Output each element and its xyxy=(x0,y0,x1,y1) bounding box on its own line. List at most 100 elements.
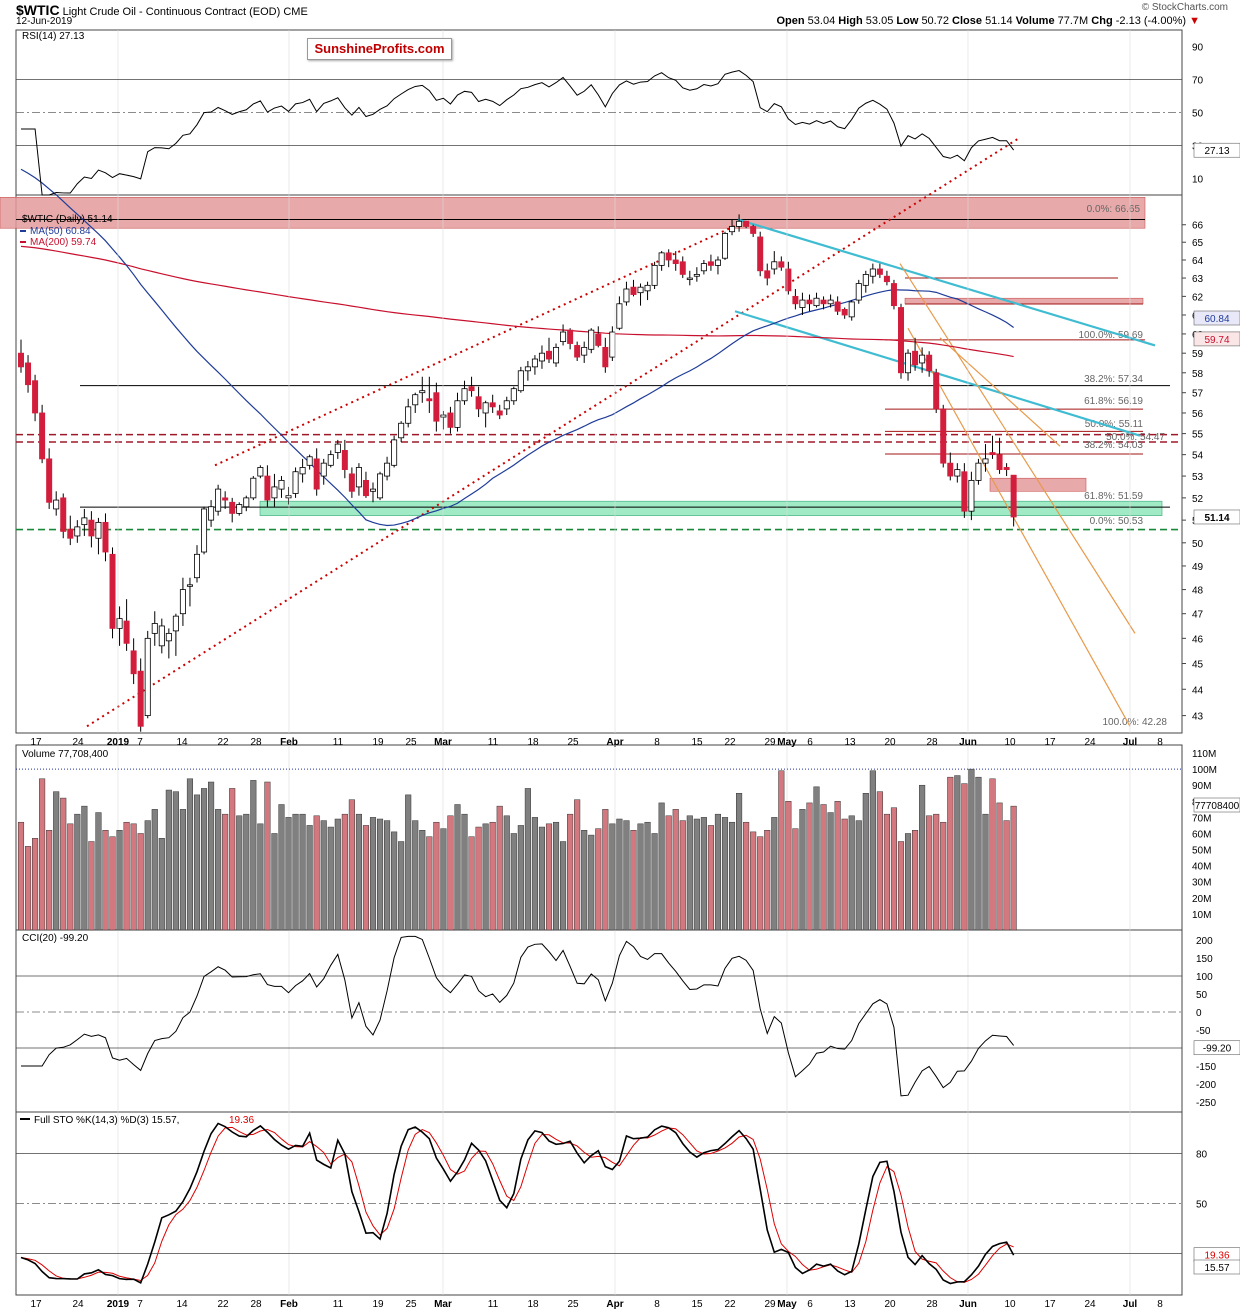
volume-bar xyxy=(855,820,862,931)
volume-bar xyxy=(137,833,144,931)
volume-bar xyxy=(313,815,320,931)
volume-bar xyxy=(475,826,482,931)
candle-up xyxy=(271,486,278,499)
candle-up xyxy=(95,521,102,539)
chart-header: $WTIC Light Crude Oil - Continuous Contr… xyxy=(0,0,1240,28)
candle-down xyxy=(574,345,581,358)
volume-tick-label: 50M xyxy=(1192,846,1211,857)
bottom-x-label: 25 xyxy=(567,1299,579,1310)
cci-legend-label: CCI(20) -99.20 xyxy=(22,933,89,944)
volume-bar xyxy=(517,825,524,931)
candle-down xyxy=(926,354,933,372)
candle-up xyxy=(74,526,81,537)
rising-trendline xyxy=(86,136,1021,728)
candle-up xyxy=(215,488,222,512)
candle-up xyxy=(81,517,88,526)
bottom-x-label: 6 xyxy=(807,1299,813,1310)
cci-tick-label: 200 xyxy=(1196,936,1213,947)
price-x-label: 25 xyxy=(405,737,417,748)
volume-legend-label: Volume 77,708,400 xyxy=(22,749,109,760)
candle-up xyxy=(623,288,630,303)
bottom-x-label: 19 xyxy=(372,1299,384,1310)
volume-bar xyxy=(419,830,426,931)
volume-bar xyxy=(412,820,419,931)
volume-bar xyxy=(552,821,560,931)
volume-bar xyxy=(334,818,341,931)
bottom-x-label: Jul xyxy=(1123,1299,1138,1310)
volume-bar xyxy=(588,834,595,931)
volume-tick-label: 110M xyxy=(1192,749,1216,760)
candle-down xyxy=(489,402,496,408)
volume-bar xyxy=(524,788,531,931)
volume-bar xyxy=(46,830,53,931)
candle-down xyxy=(546,350,553,360)
ma50-line xyxy=(20,168,1014,527)
candle-down xyxy=(341,450,348,470)
rsi-tick-label: 10 xyxy=(1192,175,1204,186)
price-x-label: 22 xyxy=(217,737,229,748)
candle-up xyxy=(461,388,468,402)
price-tick-label: 58 xyxy=(1192,369,1204,380)
candle-up xyxy=(848,301,855,318)
candle-up xyxy=(510,388,517,402)
candle-up xyxy=(813,297,820,307)
candle-down xyxy=(222,497,229,501)
price-tag xyxy=(1193,310,1240,326)
candle-up xyxy=(299,467,306,475)
volume-bar xyxy=(989,778,996,931)
high-value: 53.05 xyxy=(865,15,894,27)
cci-tick-label: -250 xyxy=(1196,1098,1216,1109)
volume-bar xyxy=(799,809,806,931)
price-tick-label: 48 xyxy=(1192,586,1204,597)
volume-tick-label: 40M xyxy=(1192,862,1211,873)
watermark-logo: SunshineProfits.com xyxy=(307,38,452,60)
price-tick-label: 59 xyxy=(1192,349,1204,360)
candle-up xyxy=(398,422,405,439)
high-label: High xyxy=(838,15,863,27)
volume-bar xyxy=(574,799,581,931)
candle-down xyxy=(961,471,968,512)
volume-bar xyxy=(215,809,222,931)
close-value: 51.14 xyxy=(985,15,1013,27)
candle-down xyxy=(475,396,482,410)
volume-bar xyxy=(116,830,123,931)
volume-bar xyxy=(299,813,306,931)
volume-bar xyxy=(904,833,912,931)
volume-bar xyxy=(968,768,975,931)
candle-up xyxy=(257,467,264,477)
price-x-label: May xyxy=(777,737,797,748)
volume-bar xyxy=(707,825,714,931)
volume-bar xyxy=(510,833,517,931)
volume-bar xyxy=(39,778,46,931)
low-label: Low xyxy=(896,15,919,27)
candle-up xyxy=(729,226,736,233)
price-tag-label: 59.74 xyxy=(1204,335,1229,346)
volume-bar xyxy=(721,817,729,931)
price-x-label: 10 xyxy=(1004,737,1016,748)
volume-bar xyxy=(940,821,947,931)
volume-bar xyxy=(32,838,39,931)
volume-bar xyxy=(616,818,623,931)
candle-up xyxy=(158,625,165,647)
volume-tick-label: 60M xyxy=(1192,829,1211,840)
candle-up xyxy=(201,508,208,553)
candle-up xyxy=(208,506,215,521)
candle-down xyxy=(1010,474,1017,518)
price-x-label: 17 xyxy=(1044,737,1056,748)
cci-value-label: -99.20 xyxy=(1203,1044,1232,1055)
candle-down xyxy=(933,372,940,410)
candle-down xyxy=(595,333,602,346)
volume-bar xyxy=(200,788,208,931)
cci-tick-label: -200 xyxy=(1196,1080,1216,1091)
candle-up xyxy=(722,233,729,259)
candle-down xyxy=(137,670,144,727)
candle-up xyxy=(637,286,644,294)
sto-tick-label: 80 xyxy=(1196,1149,1208,1160)
price-x-label: 17 xyxy=(30,737,42,748)
price-x-label: 2019 xyxy=(107,737,130,748)
rsi-tick-label: 70 xyxy=(1192,76,1204,87)
candle-down xyxy=(447,412,454,428)
candle-up xyxy=(419,390,426,394)
bottom-x-label: Feb xyxy=(280,1299,298,1310)
